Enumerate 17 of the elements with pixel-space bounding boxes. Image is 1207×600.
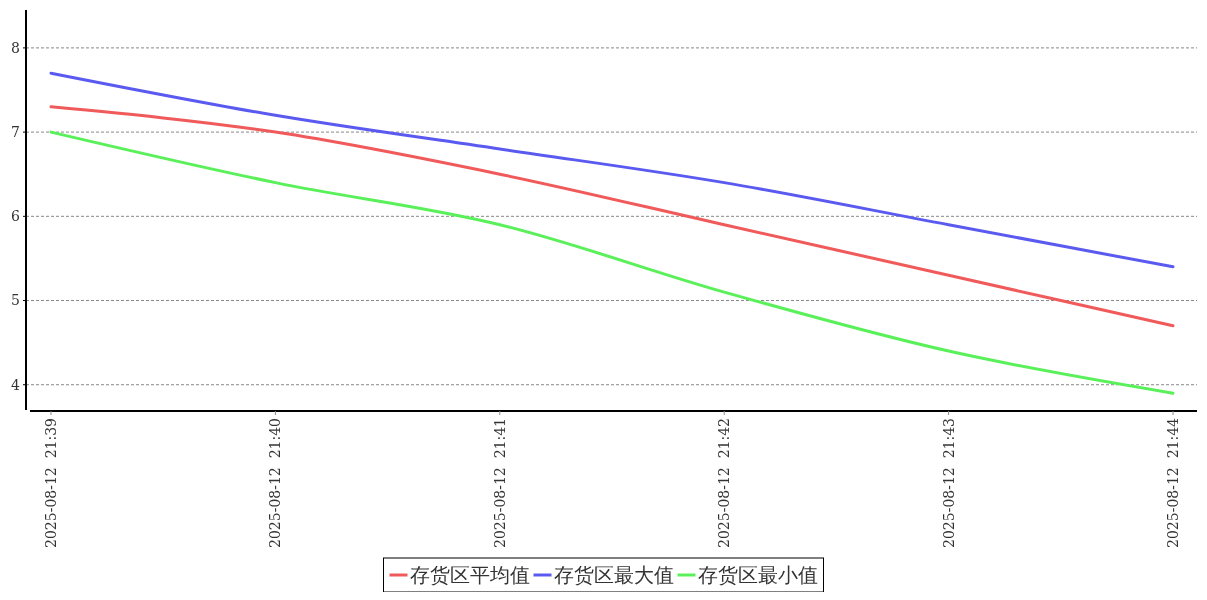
y-tick-label: 6 bbox=[11, 208, 21, 225]
y-tick-label: 8 bbox=[11, 39, 20, 56]
line-series bbox=[49, 71, 1175, 269]
x-tick-label: 2025-08-12 21:39 bbox=[43, 418, 59, 548]
x-tick-label: 2025-08-12 21:41 bbox=[491, 418, 508, 548]
y-tick-label: 4 bbox=[11, 376, 21, 393]
y-tick-label: 5 bbox=[11, 292, 20, 309]
legend-label: 存货区最小值 bbox=[697, 563, 818, 587]
x-tick-label: 2025-08-12 21:44 bbox=[1165, 417, 1181, 548]
line-series bbox=[49, 105, 1175, 328]
x-tick-label: 2025-08-12 21:42 bbox=[716, 418, 733, 548]
legend-label: 存货区平均值 bbox=[409, 563, 530, 587]
x-tick-label: 2025-08-12 21:40 bbox=[267, 418, 284, 548]
legend-label: 存货区最大值 bbox=[553, 563, 674, 587]
x-tick-label: 2025-08-12 21:43 bbox=[940, 418, 957, 548]
y-tick-label: 7 bbox=[11, 124, 20, 141]
line-series bbox=[49, 130, 1175, 395]
